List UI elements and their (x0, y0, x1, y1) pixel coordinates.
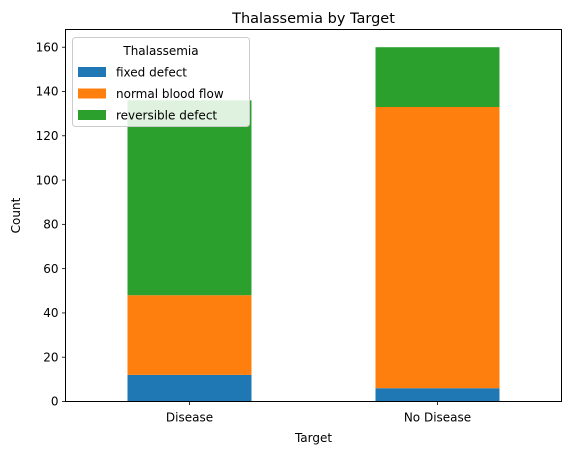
legend: Thalassemia fixed defect normal blood flo… (72, 37, 250, 127)
y-tick-label-7: 140 (36, 85, 59, 99)
bar-0-series-1 (127, 295, 252, 375)
legend-frame (72, 37, 250, 127)
y-tick-label-6: 120 (36, 129, 59, 143)
legend-label-0: fixed defect (116, 65, 187, 79)
y-tick-label-4: 80 (43, 218, 58, 232)
x-tick-label-1: No Disease (404, 411, 471, 425)
bar-1-series-2 (375, 47, 500, 107)
y-tick-label-1: 20 (43, 350, 58, 364)
y-tick-label-3: 60 (43, 262, 58, 276)
chart-title: Thalassemia by Target (231, 11, 395, 27)
bar-1-series-1 (375, 107, 500, 389)
legend-items: fixed defect normal blood flow reversible … (78, 65, 224, 122)
legend-swatch-2 (78, 110, 106, 120)
legend-swatch-1 (78, 88, 106, 99)
bar-0-series-2 (127, 100, 252, 296)
y-tick-label-2: 40 (43, 306, 58, 320)
x-tick-label-0: Disease (166, 411, 213, 425)
y-tick-label-8: 160 (36, 40, 59, 54)
legend-swatch-0 (78, 67, 106, 77)
x-axis-label: Target (294, 431, 332, 445)
axis-ticks: Disease No Disease 0 20 40 60 80 100 120 140 160 (36, 40, 472, 424)
bar-0-series-0 (127, 374, 252, 402)
legend-title: Thalassemia (122, 44, 198, 58)
plot-frame (65, 29, 562, 402)
bar-1-series-0 (375, 388, 500, 402)
y-tick-label-5: 100 (36, 173, 59, 187)
y-tick-label-0: 0 (51, 395, 59, 409)
legend-label-2: reversible defect (116, 108, 217, 122)
y-axis-label: Count (9, 197, 23, 233)
bars-layer (127, 47, 500, 402)
legend-label-1: normal blood flow (116, 87, 224, 101)
